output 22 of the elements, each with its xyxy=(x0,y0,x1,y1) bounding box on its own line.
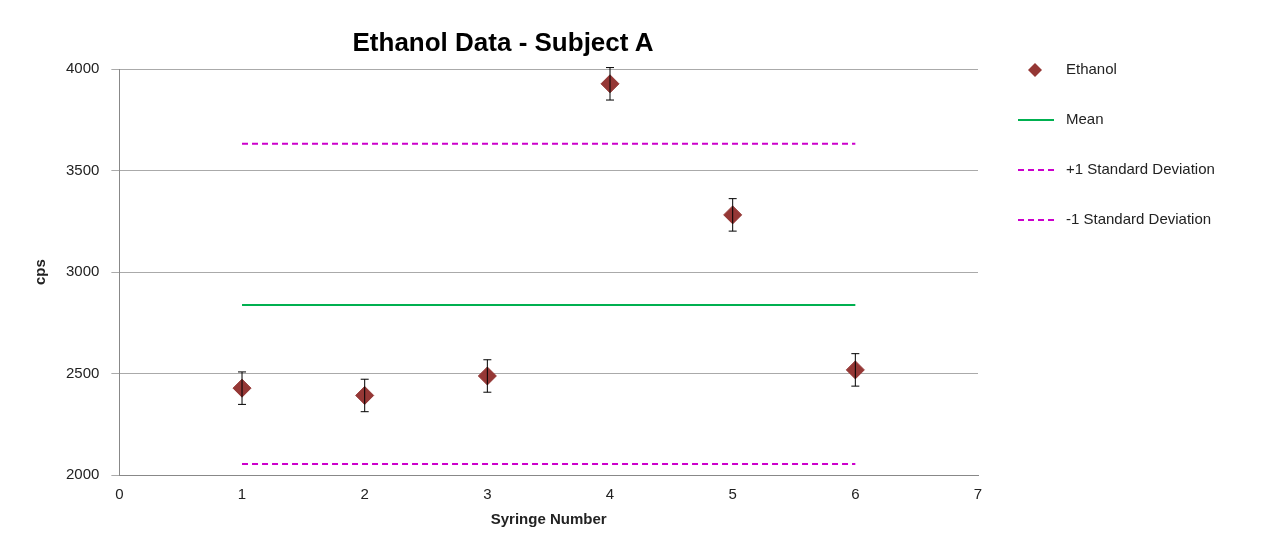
y-tick-label: 4000 xyxy=(65,59,100,77)
point xyxy=(477,366,497,386)
x-tick-label: 4 xyxy=(605,485,615,503)
x-tick-label: 6 xyxy=(851,485,860,503)
y-tick-label: 3500 xyxy=(65,160,100,178)
point xyxy=(845,360,865,380)
legend-label: +1 Standard Deviation xyxy=(1066,160,1215,178)
legend-label: Ethanol xyxy=(1066,60,1117,78)
x-tick-label: 0 xyxy=(115,485,124,503)
x-tick-label: 1 xyxy=(237,485,247,503)
y-tick-label: 2000 xyxy=(65,465,100,483)
y-tick-label: 3000 xyxy=(65,262,100,280)
x-tick-label: 5 xyxy=(728,485,737,503)
legend-label: -1 Standard Deviation xyxy=(1066,210,1212,228)
x-tick-label: 2 xyxy=(360,485,369,503)
chart-title: Ethanol Data - Subject A xyxy=(352,26,654,57)
y-axis-title: cps xyxy=(31,259,49,286)
x-axis-title: Syringe Number xyxy=(490,510,607,528)
x-tick-label: 3 xyxy=(483,485,492,503)
y-tick-label: 2500 xyxy=(65,363,100,381)
x-tick-label: 7 xyxy=(973,485,983,503)
legend-label: Mean xyxy=(1066,110,1104,128)
